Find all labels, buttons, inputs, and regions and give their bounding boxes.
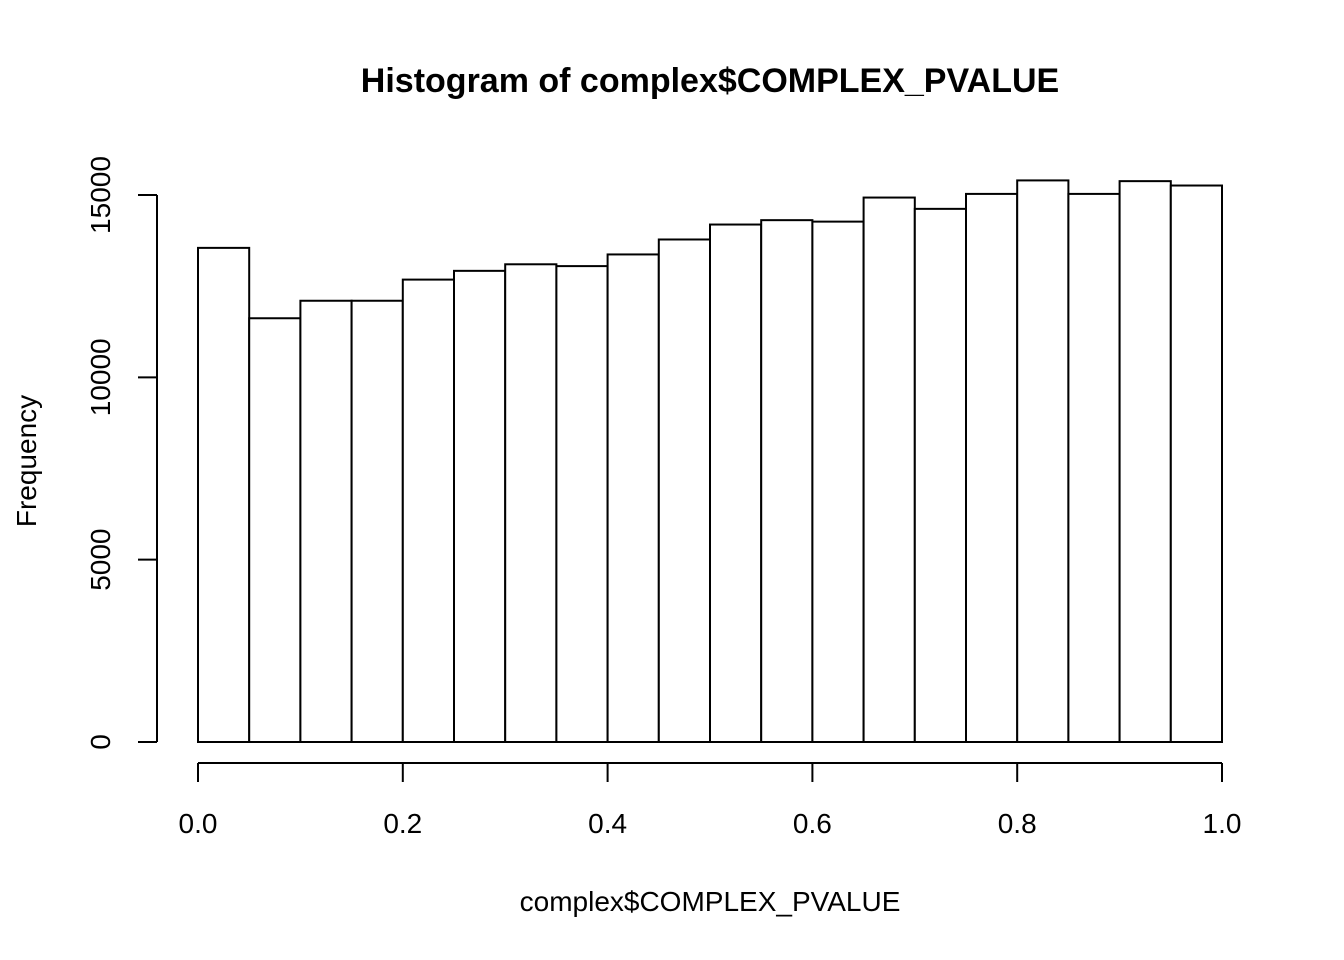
- histogram-bar-11: [760, 219, 814, 744]
- histogram-bar-4: [401, 278, 455, 743]
- y-axis-label: Frequency: [11, 395, 42, 527]
- x-tick-label-5: 1.0: [1203, 808, 1242, 839]
- histogram-bar-12: [811, 220, 865, 743]
- bars-group: [197, 179, 1224, 744]
- histogram-bar-16: [1016, 179, 1070, 743]
- x-tick-label-4: 0.8: [998, 808, 1037, 839]
- histogram-bar-18: [1118, 180, 1172, 744]
- chart-title: Histogram of complex$COMPLEX_PVALUE: [361, 62, 1059, 100]
- histogram-bar-10: [709, 223, 763, 743]
- x-tick-label-1: 0.2: [383, 808, 422, 839]
- y-tick-label-2: 10000: [85, 338, 116, 416]
- y-tick-label-1: 5000: [85, 529, 116, 591]
- x-axis-label: complex$COMPLEX_PVALUE: [520, 886, 901, 917]
- x-tick-label-0: 0.0: [179, 808, 218, 839]
- x-tick-label-3: 0.6: [793, 808, 832, 839]
- histogram-bar-15: [965, 192, 1019, 743]
- x-tick-label-2: 0.4: [588, 808, 627, 839]
- histogram-bar-7: [555, 265, 609, 743]
- y-axis: 0 5000 10000 15000: [85, 156, 158, 750]
- histogram-bar-6: [504, 263, 558, 743]
- histogram-bar-9: [657, 238, 711, 744]
- histogram-bar-14: [913, 207, 967, 743]
- histogram-bar-5: [453, 269, 507, 743]
- histogram-bar-1: [248, 317, 302, 743]
- histogram-bar-13: [862, 196, 916, 743]
- histogram-bar-3: [350, 299, 404, 743]
- x-axis: 0.0 0.2 0.4 0.6 0.8 1.0: [179, 762, 1242, 839]
- y-tick-label-3: 15000: [85, 156, 116, 234]
- histogram-bar-0: [197, 246, 251, 743]
- histogram-bar-17: [1067, 192, 1121, 743]
- histogram-bar-19: [1169, 184, 1224, 743]
- histogram-bar-2: [299, 299, 353, 743]
- y-tick-label-0: 0: [85, 734, 116, 750]
- histogram-bar-8: [606, 253, 660, 743]
